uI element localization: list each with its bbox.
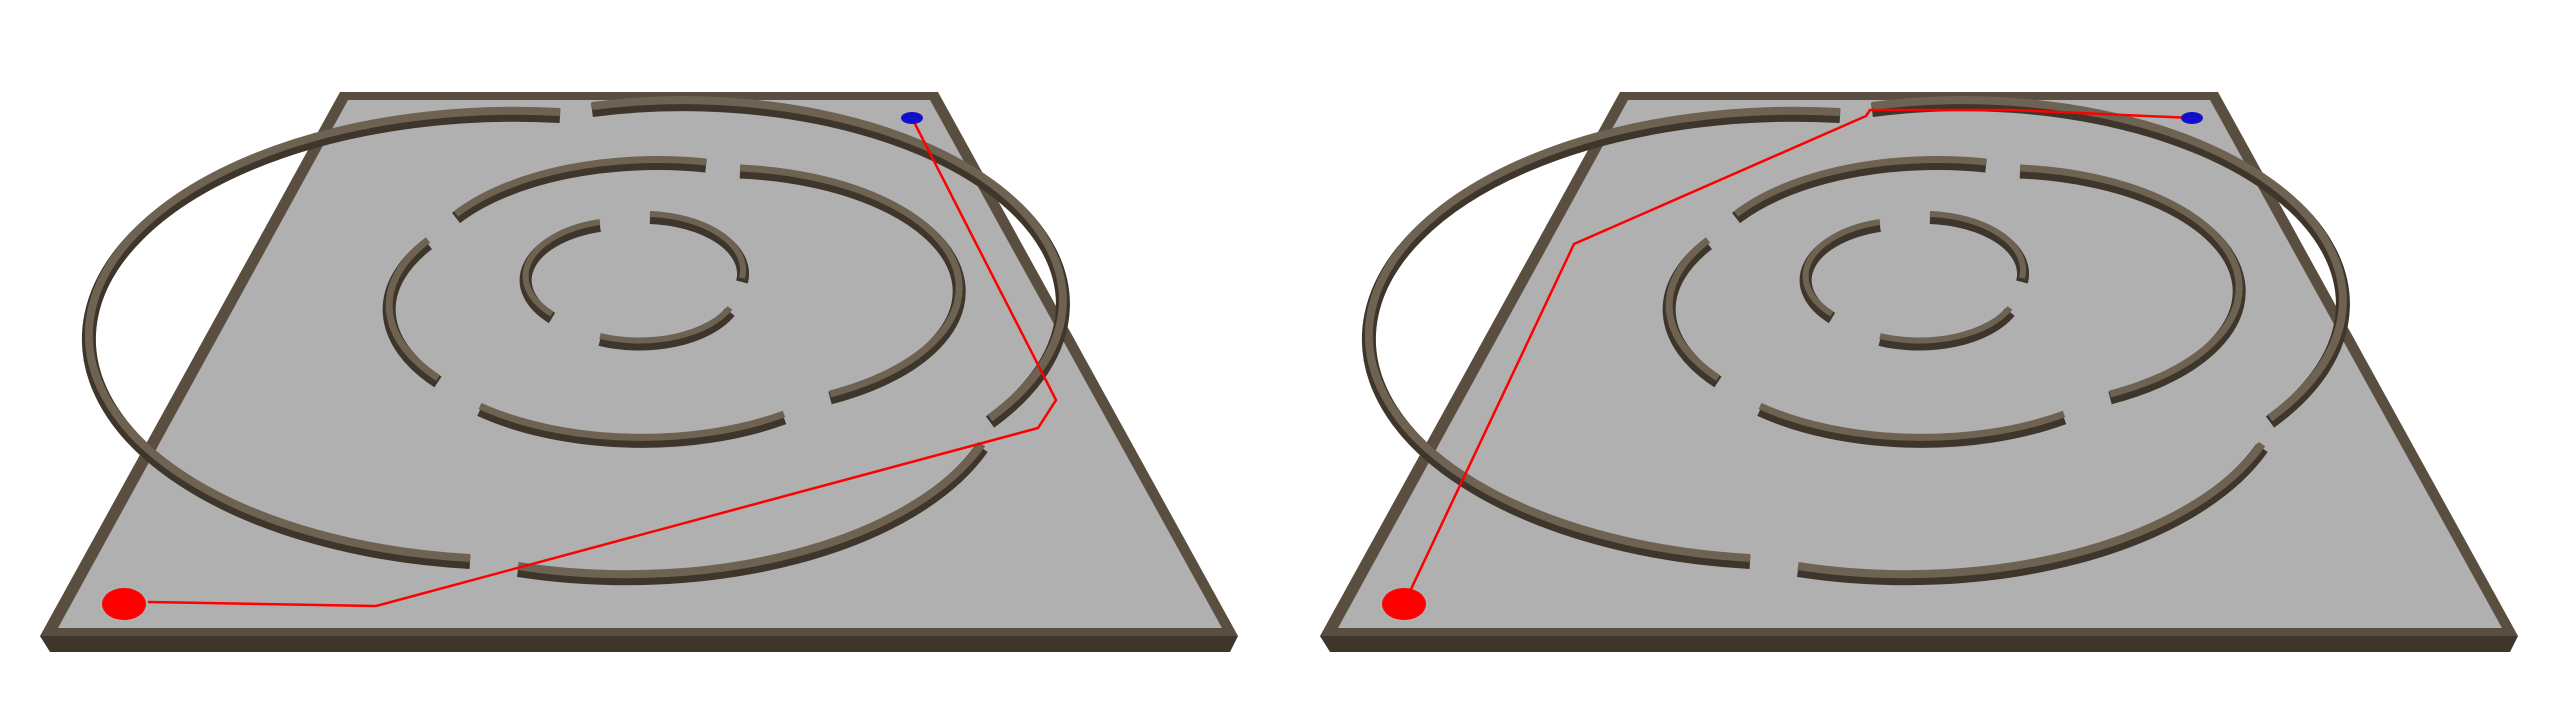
solution-path-line xyxy=(1402,108,2193,605)
inner-ring-wall xyxy=(1799,211,2030,351)
board-front-edge xyxy=(1320,636,2518,652)
right-maze-panel xyxy=(1320,92,2518,652)
start-marker xyxy=(102,588,146,620)
inner-ring-wall xyxy=(519,211,750,351)
solution-path-line xyxy=(147,117,1058,608)
board-front-edge xyxy=(40,636,1238,652)
outer-ring-wall xyxy=(81,96,1070,586)
middle-ring-wall xyxy=(1662,155,2246,448)
outer-ring-wall xyxy=(1361,96,2350,586)
middle-ring-wall xyxy=(382,155,966,448)
goal-marker xyxy=(901,112,923,124)
left-maze-panel xyxy=(40,92,1238,652)
start-marker xyxy=(1382,588,1426,620)
goal-marker xyxy=(2181,112,2203,124)
